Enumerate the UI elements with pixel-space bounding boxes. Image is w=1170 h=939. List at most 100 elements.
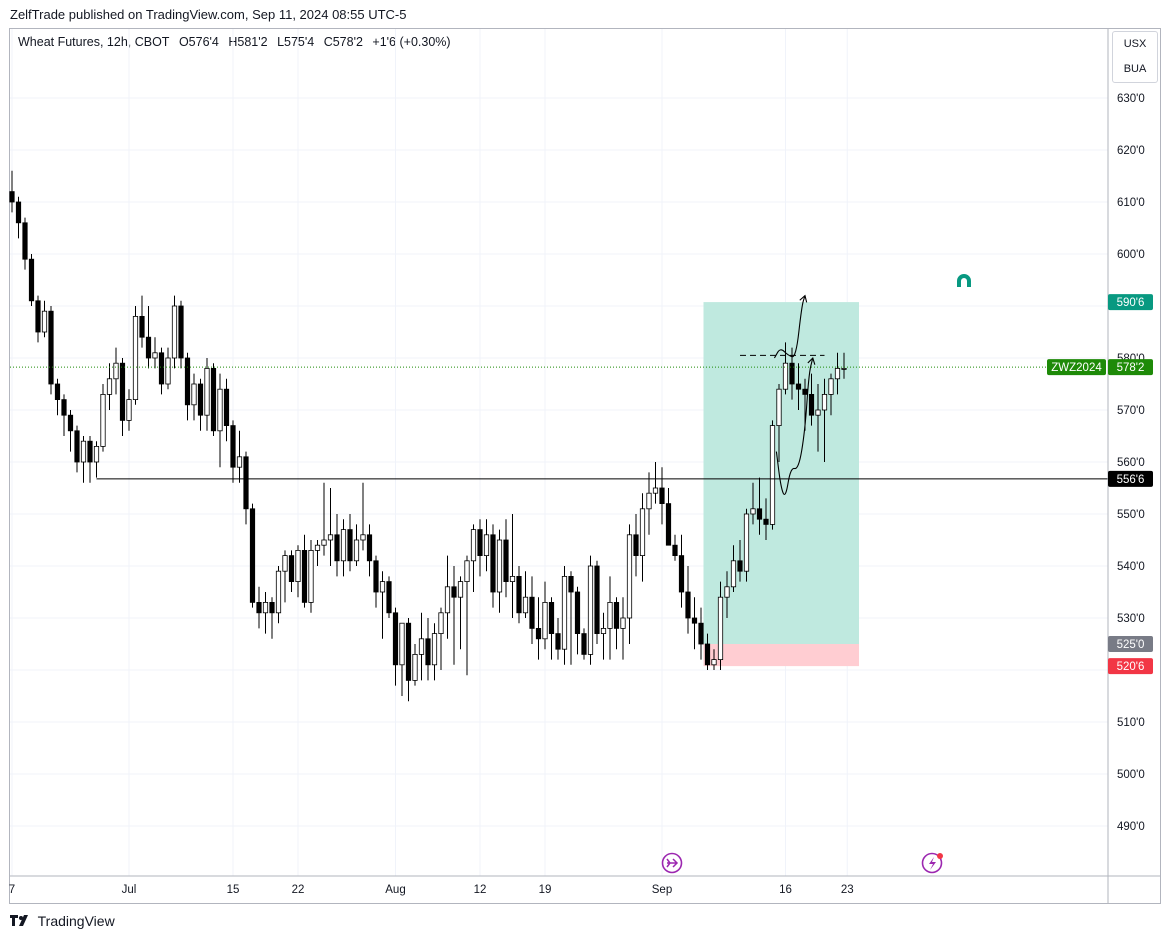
candle[interactable] — [236, 430, 243, 483]
candle[interactable] — [568, 571, 574, 665]
candle[interactable] — [405, 618, 412, 702]
candle[interactable] — [275, 566, 282, 624]
candle[interactable] — [295, 545, 301, 598]
candle[interactable] — [769, 420, 776, 530]
support-price-tag[interactable] — [1108, 470, 1153, 487]
candle[interactable] — [269, 597, 275, 639]
candle[interactable] — [633, 514, 639, 577]
candle[interactable] — [548, 597, 555, 660]
candle[interactable] — [451, 566, 457, 665]
candle[interactable] — [555, 618, 561, 660]
candle[interactable] — [210, 363, 217, 436]
candle[interactable] — [178, 300, 184, 369]
candle[interactable] — [334, 514, 340, 577]
entry-price-tag[interactable] — [1108, 636, 1153, 652]
stop-price-tag[interactable] — [1108, 658, 1153, 675]
candle[interactable] — [464, 555, 470, 676]
candle[interactable] — [256, 586, 262, 629]
candle[interactable] — [197, 378, 204, 431]
candle[interactable] — [737, 540, 743, 582]
candle[interactable] — [223, 378, 230, 442]
candle[interactable] — [782, 342, 789, 395]
candle[interactable] — [841, 352, 847, 379]
footer-brand[interactable]: TradingView — [10, 913, 115, 929]
candle[interactable] — [165, 347, 171, 390]
candle[interactable] — [828, 373, 834, 416]
candle[interactable] — [457, 576, 464, 650]
candle[interactable] — [815, 384, 821, 452]
candle[interactable] — [100, 384, 106, 452]
candle[interactable] — [600, 612, 607, 660]
candle[interactable] — [35, 295, 41, 343]
candle[interactable] — [743, 508, 750, 582]
candle[interactable] — [503, 519, 509, 598]
candle[interactable] — [412, 644, 418, 686]
candle[interactable] — [41, 300, 48, 338]
candle[interactable] — [613, 597, 620, 650]
candle[interactable] — [425, 618, 431, 681]
candle[interactable] — [730, 545, 737, 592]
candle[interactable] — [763, 498, 769, 540]
candle[interactable] — [230, 420, 236, 483]
candle[interactable] — [490, 524, 496, 608]
candle[interactable] — [243, 451, 249, 525]
candle[interactable] — [327, 488, 334, 566]
candle[interactable] — [126, 389, 132, 431]
candle[interactable] — [308, 540, 314, 613]
candle[interactable] — [639, 493, 646, 582]
candle[interactable] — [496, 529, 503, 613]
candle[interactable] — [314, 540, 321, 566]
projection-path[interactable] — [773, 295, 806, 359]
candle[interactable] — [581, 628, 587, 660]
candle[interactable] — [678, 534, 685, 608]
candle[interactable] — [594, 560, 600, 644]
candle[interactable] — [373, 555, 379, 608]
candle[interactable] — [340, 519, 347, 577]
candle[interactable] — [61, 394, 67, 436]
candle[interactable] — [74, 425, 80, 473]
candle[interactable] — [217, 373, 223, 468]
candle[interactable] — [171, 295, 178, 369]
stop-zone[interactable] — [703, 644, 860, 667]
candle[interactable] — [262, 592, 269, 634]
legend-symbol[interactable]: Wheat Futures, 12h, CBOT — [18, 35, 170, 49]
candle[interactable] — [529, 576, 535, 644]
candle[interactable] — [477, 519, 483, 577]
currency-unit-box[interactable]: USX BUA — [1112, 31, 1158, 83]
candle[interactable] — [776, 384, 782, 462]
candle[interactable] — [509, 514, 516, 618]
candle[interactable] — [685, 566, 691, 634]
candle[interactable] — [360, 482, 366, 551]
target-magnet-icon[interactable] — [957, 274, 971, 287]
candle[interactable] — [191, 373, 197, 421]
candle[interactable] — [93, 441, 100, 478]
candle[interactable] — [516, 566, 522, 624]
candle[interactable] — [587, 555, 594, 665]
alert-lightning-icon[interactable] — [921, 852, 944, 874]
current-price-tag[interactable] — [1108, 359, 1153, 376]
candle[interactable] — [444, 555, 451, 639]
candle[interactable] — [301, 534, 308, 608]
candle[interactable] — [28, 254, 35, 306]
candle[interactable] — [607, 576, 613, 660]
candle[interactable] — [522, 571, 529, 618]
candle[interactable] — [717, 581, 724, 670]
candle[interactable] — [288, 550, 295, 592]
candle[interactable] — [620, 597, 626, 660]
replay-icon[interactable] — [661, 852, 683, 874]
candle[interactable] — [626, 524, 633, 644]
candle[interactable] — [542, 581, 548, 650]
candle[interactable] — [652, 462, 659, 504]
candle[interactable] — [54, 378, 61, 416]
candle[interactable] — [646, 472, 652, 535]
candle[interactable] — [659, 467, 665, 525]
candle[interactable] — [756, 477, 763, 535]
candle[interactable] — [704, 633, 711, 670]
candle[interactable] — [698, 607, 704, 660]
candle[interactable] — [22, 217, 28, 270]
candle[interactable] — [483, 519, 490, 572]
candle[interactable] — [132, 306, 139, 405]
candle[interactable] — [431, 623, 438, 681]
candle[interactable] — [353, 524, 360, 566]
